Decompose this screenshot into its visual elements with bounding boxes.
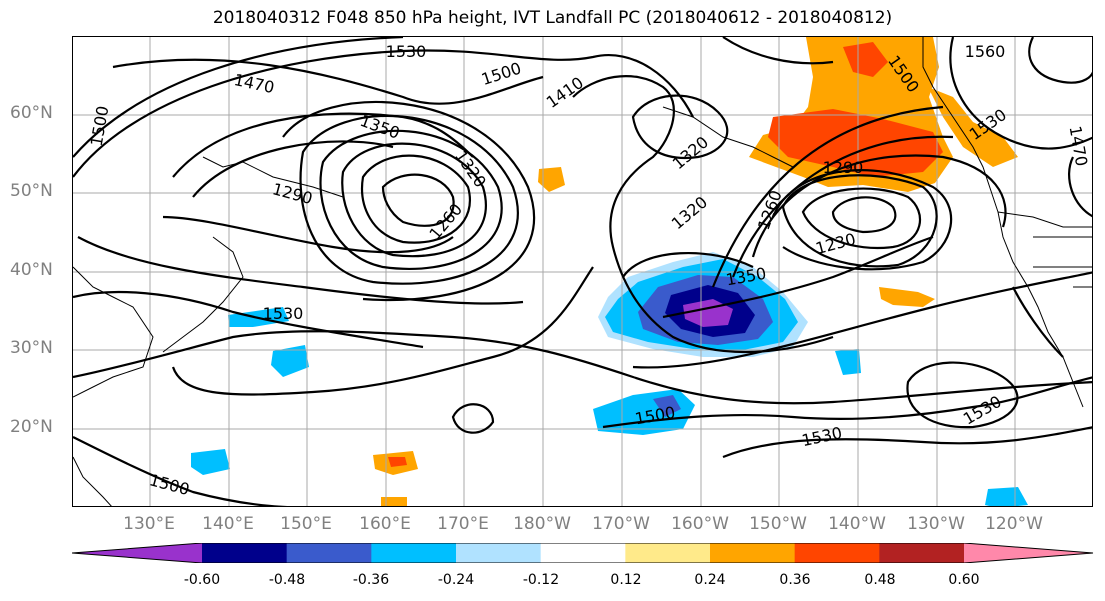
lon-label-130e: 130°E xyxy=(123,514,175,534)
shade-positive-small-2 xyxy=(879,287,935,307)
lon-label-140w: 140°W xyxy=(828,514,886,534)
contour-label: 1320 xyxy=(669,132,712,173)
shading-layer xyxy=(191,37,1028,506)
lat-label-30n: 30°N xyxy=(10,338,53,358)
colorbar-tick: 0.12 xyxy=(610,572,642,588)
contour-label: 1530 xyxy=(386,42,427,61)
contour-label: 1530 xyxy=(800,423,844,450)
lat-label-50n: 50°N xyxy=(10,181,53,201)
shade-negative-small-2 xyxy=(271,345,309,377)
contour-label: 1560 xyxy=(965,42,1006,61)
lon-label-180w: 180°W xyxy=(513,514,571,534)
map-panel: 1530 1470 1500 1410 1560 1500 1530 1470 … xyxy=(72,36,1093,507)
colorbar-tick: -0.24 xyxy=(437,572,475,588)
contour-label: 1320 xyxy=(668,192,711,233)
colorbar-segment xyxy=(540,543,626,563)
colorbar-segment xyxy=(625,543,711,563)
shade-positive-orange-ne xyxy=(928,87,1018,167)
lon-label-150e: 150°E xyxy=(280,514,332,534)
height-contours xyxy=(73,37,1092,506)
colorbar-segment xyxy=(710,543,796,563)
contour-label: 1470 xyxy=(232,70,276,97)
contour-label: 1290 xyxy=(823,158,864,177)
lon-label-130w: 130°W xyxy=(907,514,965,534)
lon-label-140e: 140°E xyxy=(202,514,254,534)
shade-positive-small-3-red xyxy=(388,457,407,467)
lon-label-170w: 170°W xyxy=(592,514,650,534)
coastlines xyxy=(73,37,1092,506)
colorbar-tick: 0.36 xyxy=(779,572,811,588)
lon-label-120w: 120°W xyxy=(985,514,1043,534)
colorbar-segment xyxy=(456,543,542,563)
contour-label: 1230 xyxy=(813,229,857,258)
shade-negative-small-5 xyxy=(835,349,861,375)
figure-title: 2018040312 F048 850 hPa height, IVT Land… xyxy=(212,8,893,28)
contour-label: 1410 xyxy=(543,73,587,112)
colorbar-tick: -0.36 xyxy=(352,572,390,588)
colorbar-segment xyxy=(286,543,372,563)
shade-positive-small-1 xyxy=(538,167,565,192)
colorbar-segment xyxy=(794,543,880,563)
colorbar-segment xyxy=(964,543,1093,563)
colorbar-segment xyxy=(879,543,965,563)
colorbar-segment xyxy=(371,543,457,563)
gridlines xyxy=(73,37,1092,506)
shade-positive-small-4 xyxy=(381,497,407,506)
contour-label: 1530 xyxy=(263,304,304,323)
colorbar-tick: -0.12 xyxy=(522,572,560,588)
colorbar xyxy=(72,543,1094,563)
lat-label-40n: 40°N xyxy=(10,260,53,280)
colorbar-tick: 0.48 xyxy=(864,572,896,588)
colorbar-tick: -0.48 xyxy=(268,572,306,588)
contour-label: 1470 xyxy=(1066,124,1092,167)
lat-label-20n: 20°N xyxy=(10,417,53,437)
shade-negative-small-4 xyxy=(191,449,230,475)
contour-label: 1260 xyxy=(754,188,786,233)
colorbar-segment xyxy=(72,543,202,563)
colorbar-tick: -0.60 xyxy=(183,572,221,588)
shade-positive-red xyxy=(768,109,943,177)
lon-label-160e: 160°E xyxy=(359,514,411,534)
contour-label: 1320 xyxy=(451,147,490,191)
colorbar-segment xyxy=(202,543,288,563)
contour-label: 1500 xyxy=(147,470,191,499)
shade-negative-small-6 xyxy=(985,487,1028,506)
colorbar-tick: 0.24 xyxy=(694,572,726,588)
contour-label: 1290 xyxy=(270,179,314,208)
shade-positive-red-north xyxy=(843,42,888,77)
contour-label: 1530 xyxy=(960,392,1005,429)
lon-label-160w: 160°W xyxy=(671,514,729,534)
lon-label-170e: 170°E xyxy=(437,514,489,534)
lon-label-150w: 150°W xyxy=(749,514,807,534)
colorbar-tick: 0.60 xyxy=(948,572,980,588)
lat-label-60n: 60°N xyxy=(10,103,53,123)
shade-negative-small-1b xyxy=(653,395,681,417)
